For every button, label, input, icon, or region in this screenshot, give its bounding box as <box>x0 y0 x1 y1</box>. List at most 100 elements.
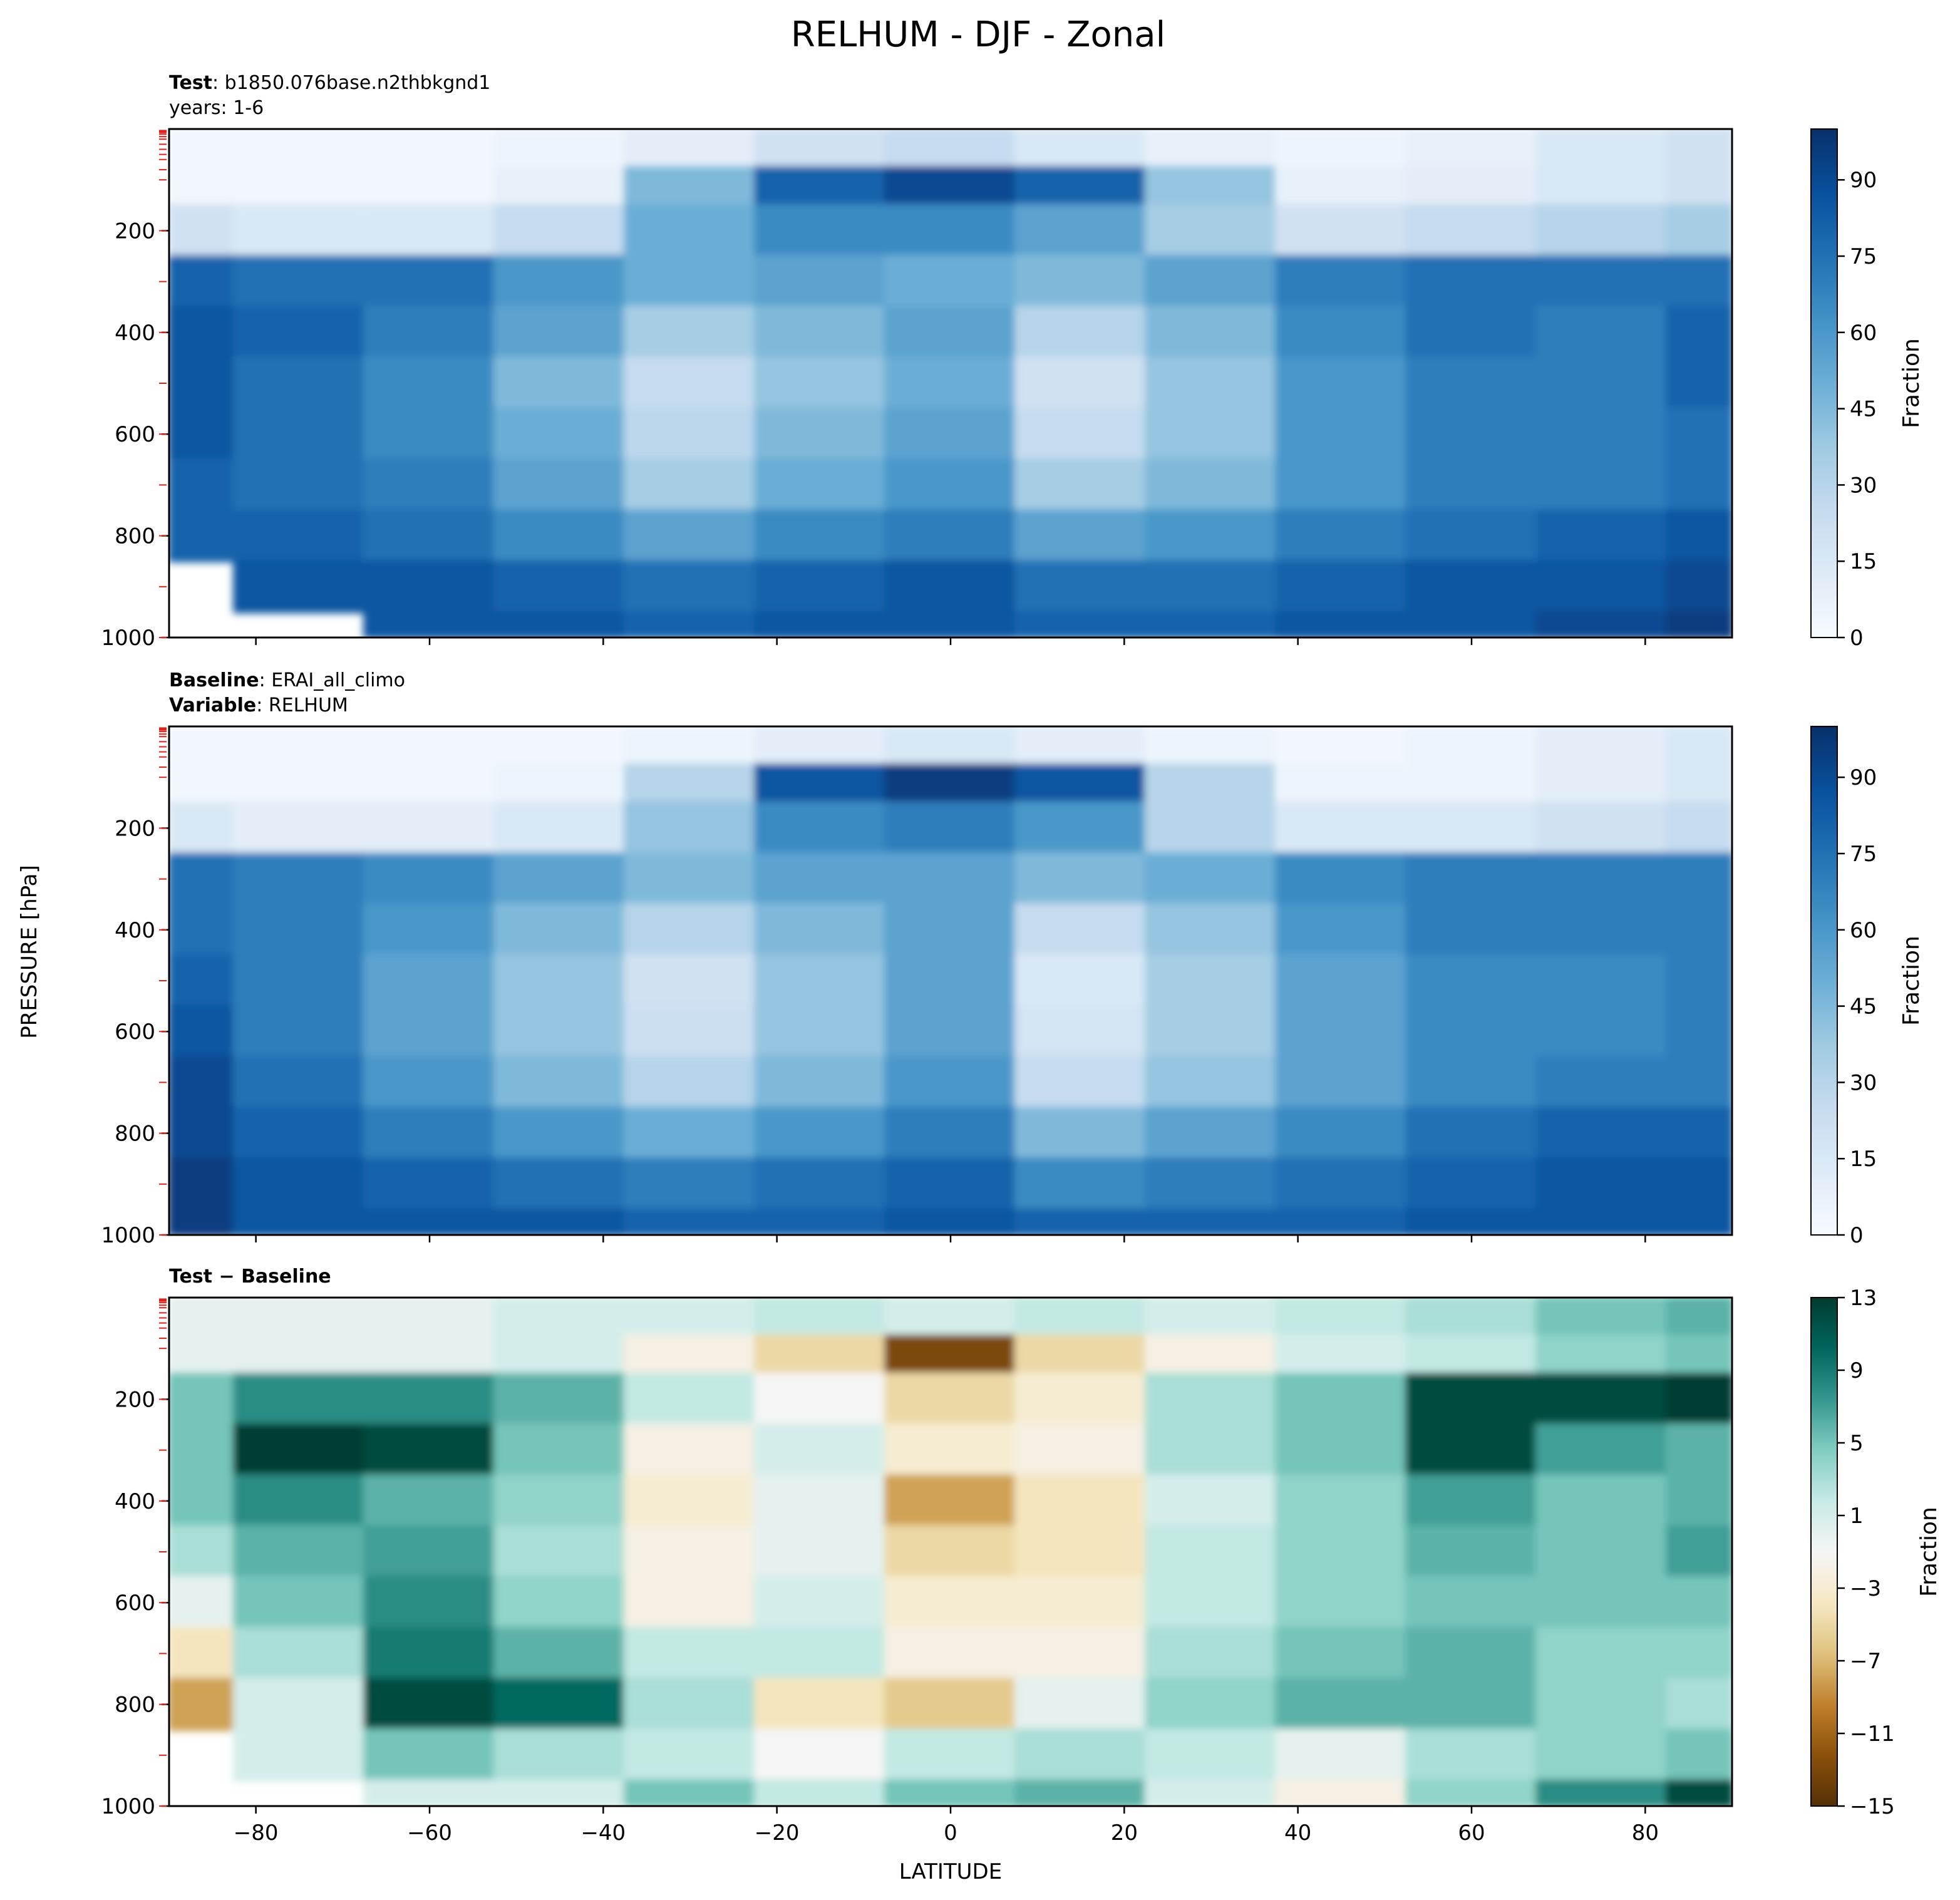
contour-cell <box>1014 1334 1147 1375</box>
contour-cell <box>233 903 366 957</box>
colorbar-tick-label: 13 <box>1850 1286 1877 1311</box>
contour-cell <box>1014 1678 1147 1732</box>
contour-cell <box>754 1576 887 1629</box>
contour-cell <box>1014 1208 1147 1235</box>
contour-cell <box>1666 1728 1732 1782</box>
contour-cell <box>884 1004 1017 1058</box>
contour-cell <box>493 1576 626 1629</box>
colorbar-tick-label: 60 <box>1850 918 1877 943</box>
contour-cell <box>754 560 887 614</box>
contour-cell <box>1014 1157 1147 1211</box>
panel-test-header-2-text: years: 1-6 <box>169 97 264 119</box>
panel-baseline-header-2-text: : RELHUM <box>256 694 348 716</box>
contour-cell <box>884 1525 1017 1579</box>
contour-cell <box>1666 458 1732 512</box>
contour-cell <box>1666 1372 1732 1426</box>
contour-cell <box>1405 954 1538 1008</box>
y-tick-label: 1000 <box>101 1223 155 1248</box>
x-ticks-baseline <box>255 1235 1646 1242</box>
contour-cell <box>363 1474 496 1528</box>
contour-cell <box>493 1728 626 1782</box>
contour-cell <box>169 509 235 563</box>
contour-cell <box>233 1107 366 1160</box>
contour-cell <box>169 903 235 957</box>
contour-cell <box>1535 1525 1668 1579</box>
contour-cell <box>233 1372 366 1426</box>
contour-cell <box>1666 204 1732 257</box>
contour-cell <box>1405 1298 1538 1337</box>
contour-cell <box>1145 458 1277 512</box>
contour-cell <box>884 1107 1017 1160</box>
contour-cell <box>884 204 1017 257</box>
level-markers-difference <box>159 1298 167 1807</box>
y-tick-label: 1000 <box>101 1794 155 1819</box>
contour-cell <box>1535 1678 1668 1732</box>
contour-cell <box>1275 458 1408 512</box>
contour-cell <box>1535 1728 1668 1782</box>
contour-cell <box>493 763 626 804</box>
contour-cell <box>754 1208 887 1235</box>
contour-cell <box>884 129 1017 168</box>
contour-cell <box>1405 903 1538 957</box>
contour-cell <box>1666 1626 1732 1680</box>
contour-cell <box>1145 1004 1277 1058</box>
colorbar-ticks-test: 0 15 30 45 60 75 90 <box>1837 168 1877 651</box>
y-tick-label: 400 <box>115 918 155 943</box>
contour-cell <box>493 1678 626 1732</box>
contour-cell <box>1666 1334 1732 1375</box>
contour-cell <box>169 356 235 410</box>
contour-cell <box>1014 611 1147 638</box>
contour-cell <box>1535 1576 1668 1629</box>
panel-difference-header: Test − Baseline <box>169 1266 331 1288</box>
contour-cell <box>493 1372 626 1426</box>
contour-cell <box>363 306 496 359</box>
contour-cell <box>754 1157 887 1211</box>
contour-cell <box>1275 1423 1408 1477</box>
y-tick-label: 200 <box>115 816 155 841</box>
contour-cell <box>884 1055 1017 1109</box>
y-axis-difference: 200 400 600 800 1000 <box>101 1387 169 1819</box>
contour-cell <box>1535 306 1668 359</box>
contour-cell <box>1666 611 1732 638</box>
contour-cell <box>1145 1779 1277 1806</box>
panel-test-header-1-bold: Test <box>169 72 212 94</box>
contour-cell <box>624 255 756 309</box>
contour-cell <box>1014 356 1147 410</box>
contour-cell <box>1405 763 1538 804</box>
contour-cell <box>363 1334 496 1375</box>
contour-cell <box>1014 1298 1147 1337</box>
contour-cell <box>1014 1423 1147 1477</box>
contour-cell <box>233 165 366 207</box>
contour-cell <box>1666 1474 1732 1528</box>
contour-cell <box>624 1055 756 1109</box>
contour-cell <box>1275 1576 1408 1629</box>
contour-cell <box>884 1334 1017 1375</box>
contour-cell <box>493 1055 626 1109</box>
contour-cell <box>624 1208 756 1235</box>
contour-cell <box>624 726 756 766</box>
contour-cell <box>1666 407 1732 461</box>
contour-cell <box>1666 1055 1732 1109</box>
colorbar-tick-label: −7 <box>1850 1649 1881 1674</box>
contour-cell <box>493 1779 626 1806</box>
contour-cell <box>1666 1779 1732 1806</box>
figure-title: RELHUM - DJF - Zonal <box>791 14 1165 55</box>
panel-baseline-header-1: Baseline: ERAI_all_climo <box>169 669 405 691</box>
contour-cell <box>1666 165 1732 207</box>
contour-cell <box>493 611 626 638</box>
panel-baseline-header-1-bold: Baseline <box>169 669 259 691</box>
contour-cell <box>1145 726 1277 766</box>
contour-cell <box>493 954 626 1008</box>
contour-cell <box>233 204 366 257</box>
contour-cell <box>1014 407 1147 461</box>
contour-cell <box>1014 129 1147 168</box>
contour-cell <box>1014 801 1147 855</box>
y-tick-label: 200 <box>115 219 155 244</box>
panel-difference-header-bold: Test <box>169 1266 212 1288</box>
contour-cell <box>1666 1576 1732 1629</box>
contour-cell <box>1535 763 1668 804</box>
x-tick-label: −40 <box>580 1820 626 1846</box>
contour-cell <box>1145 903 1277 957</box>
contour-cell <box>1405 1157 1538 1211</box>
